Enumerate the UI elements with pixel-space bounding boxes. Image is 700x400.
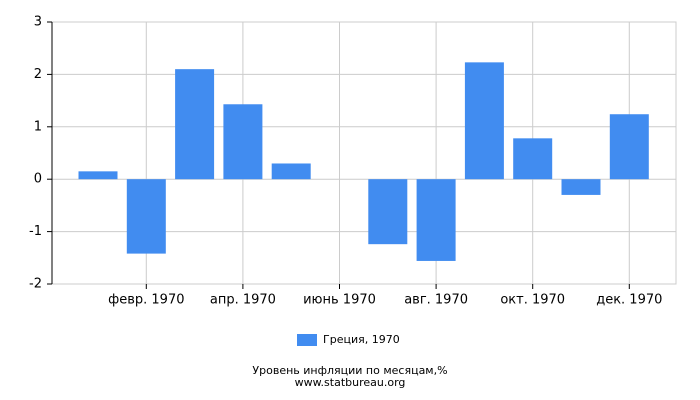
x-tick-label: февр. 1970 (108, 293, 184, 308)
y-tick-label: 1 (34, 119, 42, 134)
chart-title: Уровень инфляции по месяцам,% (252, 364, 447, 377)
bar (561, 179, 601, 195)
legend-swatch (297, 334, 317, 346)
bar (416, 179, 456, 261)
x-tick-label: апр. 1970 (210, 293, 276, 308)
x-tick-label: дек. 1970 (596, 293, 662, 308)
bar (513, 138, 553, 180)
bar (175, 69, 215, 180)
bar (271, 163, 311, 180)
chart-subtitle: www.statbureau.org (295, 376, 406, 389)
x-tick-label: окт. 1970 (500, 293, 565, 308)
bar (126, 179, 166, 254)
bar (223, 104, 263, 180)
y-tick-label: 2 (34, 67, 42, 82)
legend-label: Греция, 1970 (323, 333, 400, 346)
bar (78, 171, 118, 180)
x-tick-label: авг. 1970 (404, 293, 468, 308)
y-tick-label: -1 (29, 224, 42, 239)
bar (368, 179, 408, 245)
y-tick-label: 3 (34, 15, 42, 30)
bar (464, 62, 504, 180)
bar (609, 114, 649, 180)
y-tick-label: -2 (29, 277, 42, 292)
y-tick-label: 0 (34, 172, 42, 187)
x-tick-label: июнь 1970 (303, 293, 376, 308)
